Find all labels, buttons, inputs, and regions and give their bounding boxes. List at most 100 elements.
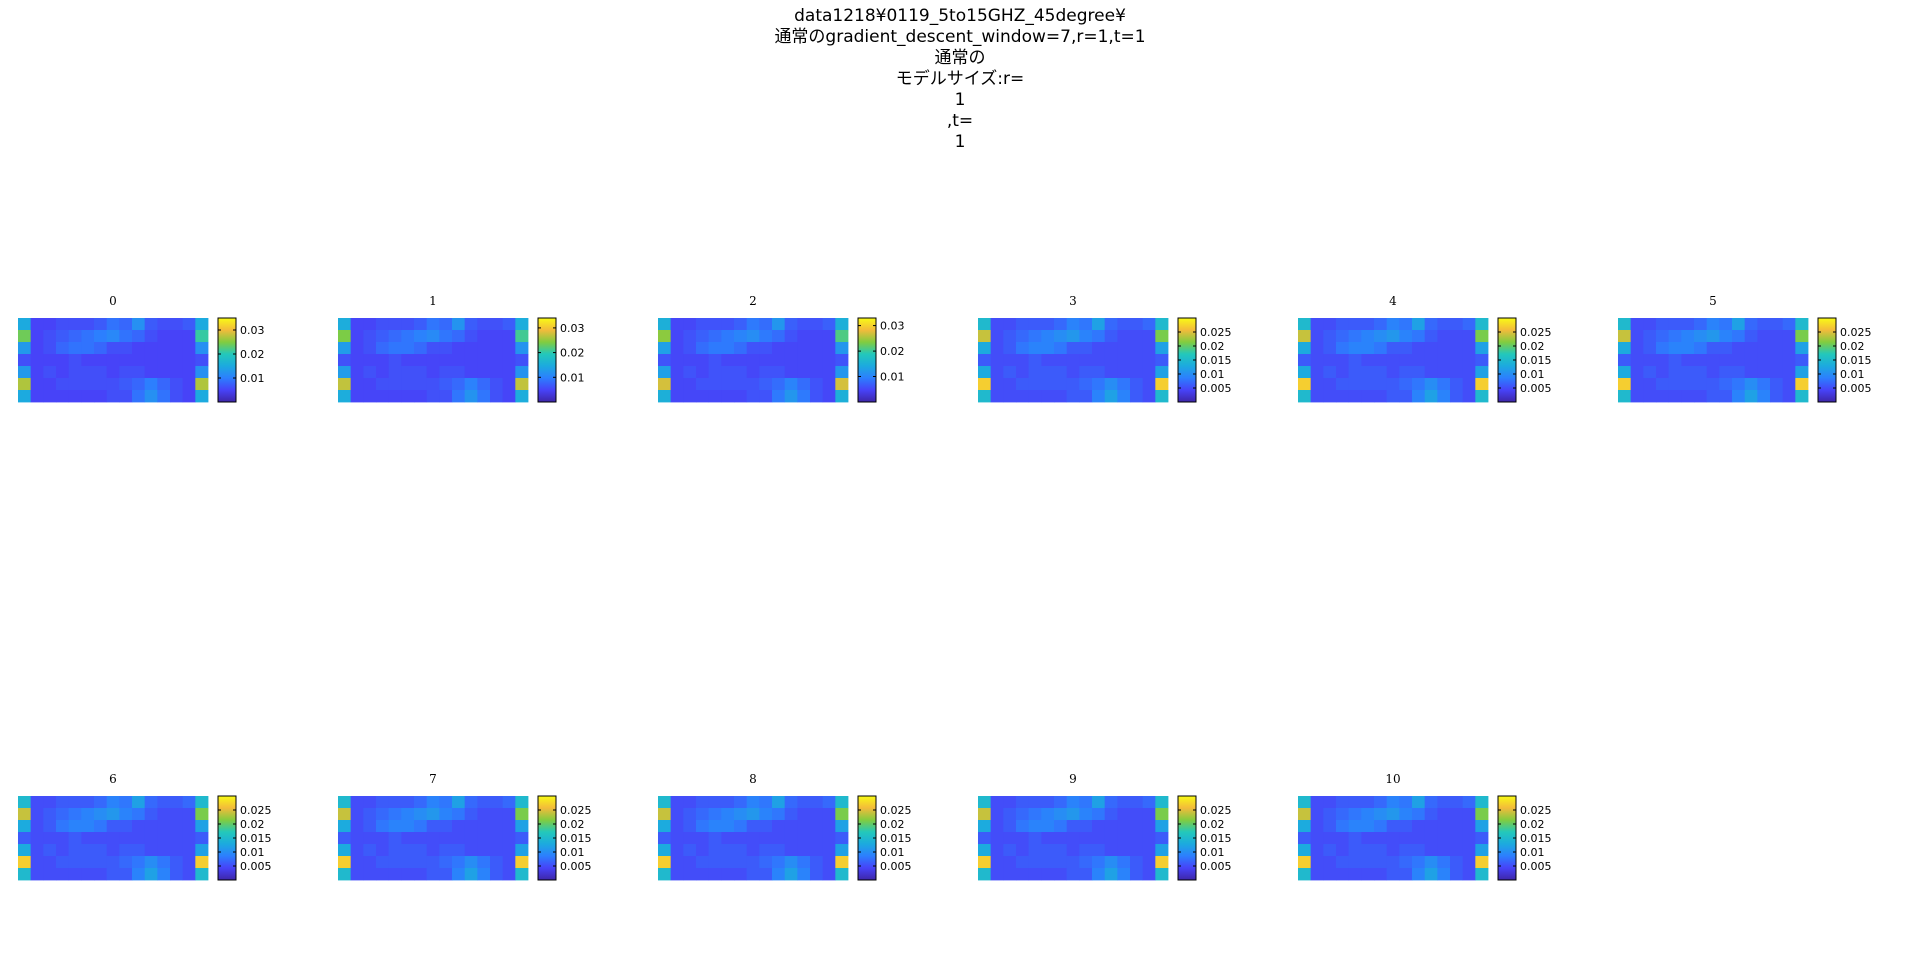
heatmap-cell <box>683 366 697 379</box>
heatmap-cell <box>797 796 811 809</box>
heatmap-cell <box>1310 366 1324 379</box>
heatmap-cell <box>1399 378 1413 391</box>
heatmap-cell <box>144 808 158 821</box>
heatmap-cell <box>683 844 697 857</box>
heatmap-cell <box>132 832 146 845</box>
heatmap-cell <box>426 366 440 379</box>
heatmap-cell <box>1643 366 1657 379</box>
heatmap-cell <box>1386 868 1400 881</box>
heatmap-cell <box>350 354 364 367</box>
heatmap-cell <box>144 366 158 379</box>
heatmap-cell <box>338 330 352 343</box>
heatmap-cell <box>426 342 440 355</box>
heatmap-cell <box>1348 856 1362 869</box>
heatmap-cell <box>30 868 44 881</box>
heatmap-cell <box>1744 342 1758 355</box>
colorbar-tick-label: 0.015 <box>1520 832 1552 845</box>
heatmap-cell <box>43 330 57 343</box>
heatmap-cell <box>1374 378 1388 391</box>
heatmap-cell <box>1323 366 1337 379</box>
heatmap-cell <box>1041 844 1055 857</box>
heatmap-cell <box>1437 796 1451 809</box>
heatmap-cell <box>797 318 811 331</box>
heatmap-cell <box>978 390 992 403</box>
heatmap-cell <box>822 378 836 391</box>
colorbar-tick-label: 0.03 <box>560 322 585 335</box>
heatmap-cell <box>502 844 516 857</box>
heatmap-cell <box>797 342 811 355</box>
heatmap-cell <box>1744 390 1758 403</box>
heatmap-cell <box>1386 856 1400 869</box>
heatmap-cell <box>195 796 209 809</box>
heatmap-cell <box>1041 796 1055 809</box>
subplot-8: 8 0.005 0.01 0.015 0.02 0.025 <box>640 772 912 882</box>
heatmap-cell <box>1117 390 1131 403</box>
heatmap-cell <box>746 318 760 331</box>
heatmap-cell <box>1092 366 1106 379</box>
heatmap-cell <box>401 366 415 379</box>
heatmap-cell <box>195 366 209 379</box>
heatmap-cell <box>1361 868 1375 881</box>
heatmap-cell <box>1399 868 1413 881</box>
heatmap-cell <box>170 856 184 869</box>
heatmap-cell <box>1424 844 1438 857</box>
heatmap-cell <box>1092 796 1106 809</box>
colorbar-tick-label: 0.02 <box>1520 818 1545 831</box>
heatmap-cell <box>477 342 491 355</box>
heatmap-cell <box>182 342 196 355</box>
heatmap-cell <box>426 820 440 833</box>
heatmap-cell <box>376 820 390 833</box>
heatmap-cell <box>1104 318 1118 331</box>
heatmap-cell <box>439 796 453 809</box>
heatmap-cell <box>452 796 466 809</box>
heatmap-cell <box>502 868 516 881</box>
heatmap-cell <box>376 868 390 881</box>
heatmap-cell <box>182 796 196 809</box>
heatmap-cell <box>683 868 697 881</box>
heatmap-cell <box>1298 330 1312 343</box>
heatmap-cell <box>477 390 491 403</box>
heatmap-cell <box>56 832 70 845</box>
heatmap-cell <box>119 330 133 343</box>
heatmap-cell <box>1681 318 1695 331</box>
heatmap-cell <box>772 856 786 869</box>
heatmap-cell <box>388 318 402 331</box>
heatmap-cell <box>1155 844 1169 857</box>
heatmap-cell <box>759 856 773 869</box>
heatmap-cell <box>1104 342 1118 355</box>
heatmap-cell <box>810 856 824 869</box>
heatmap-cell <box>1770 330 1784 343</box>
heatmap-cell <box>452 868 466 881</box>
heatmap-cell <box>376 342 390 355</box>
heatmap-cell <box>1155 796 1169 809</box>
heatmap-cell <box>772 820 786 833</box>
heatmap-cell <box>1092 808 1106 821</box>
heatmap-cell <box>822 820 836 833</box>
heatmap-cell <box>18 390 32 403</box>
heatmap-cell <box>1003 378 1017 391</box>
heatmap-cell <box>464 366 478 379</box>
heatmap-cell <box>1130 342 1144 355</box>
heatmap-cell <box>182 832 196 845</box>
heatmap-cell <box>990 856 1004 869</box>
colorbar-tick-label: 0.005 <box>1840 382 1872 395</box>
heatmap-cell <box>1028 796 1042 809</box>
heatmap-cell <box>1041 318 1055 331</box>
heatmap-cell <box>1618 318 1632 331</box>
heatmap-cell <box>670 330 684 343</box>
colorbar-tick-label: 0.02 <box>560 347 585 360</box>
heatmap-cell <box>1618 366 1632 379</box>
colorbar-tick-label: 0.025 <box>1840 326 1872 339</box>
heatmap-cell <box>978 318 992 331</box>
heatmap-cell <box>1079 796 1093 809</box>
heatmap-cell <box>1668 354 1682 367</box>
heatmap-cell <box>1782 342 1796 355</box>
heatmap-cell <box>132 390 146 403</box>
heatmap-cell <box>1104 330 1118 343</box>
heatmap-cell <box>721 342 735 355</box>
heatmap-cell <box>1054 318 1068 331</box>
heatmap-cell <box>1079 868 1093 881</box>
heatmap-cell <box>797 844 811 857</box>
heatmap-cell <box>734 342 748 355</box>
